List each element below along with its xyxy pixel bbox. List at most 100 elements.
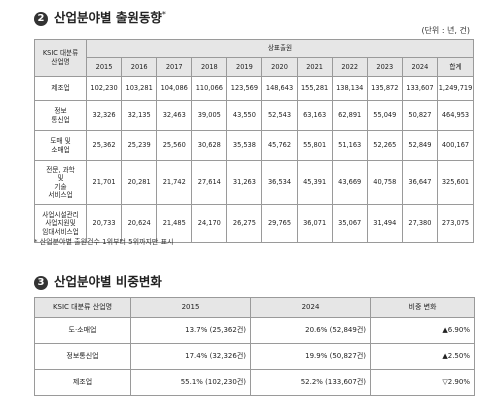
table-row: 도·소매업 13.7% (25,362건) 20.6% (52,849건) ▲6.90… [34, 317, 475, 344]
share-value-cell: 55.1% (102,230건) [130, 369, 251, 396]
value-cell: 135,872 [366, 76, 403, 101]
value-cell: 39,005 [191, 100, 228, 131]
section-2-title: 3 산업분야별 비중변화 [34, 271, 162, 290]
value-cell: 43,550 [226, 100, 263, 131]
value-cell: 30,628 [191, 130, 228, 161]
application-trend-table: KSIC 대분류 산업명 상표출원 2015 2016 2017 2018 2019 20… [34, 39, 474, 243]
industry-name-line: 소매업 [51, 145, 70, 154]
table-row: 도매 및 소매업 25,362 25,239 25,560 30,628 35,538 45,… [34, 130, 474, 161]
share-change-cell: ▲2.50% [370, 343, 475, 370]
industry-name-cell: 전문, 과학 및 기술 서비스업 [34, 160, 87, 205]
value-cell: 52,543 [261, 100, 298, 131]
industry-name-cell: 도매 및 소매업 [34, 130, 87, 161]
industry-name-line: 통신업 [51, 115, 70, 124]
value-cell: 25,239 [121, 130, 158, 161]
year-header: 2021 [296, 57, 333, 77]
value-cell: 24,170 [191, 204, 228, 243]
value-cell: 103,281 [121, 76, 158, 101]
industry-name-line: 사업시설관리 [42, 210, 79, 219]
value-cell: 63,163 [296, 100, 333, 131]
value-cell: 27,380 [401, 204, 439, 243]
value-cell: 25,362 [85, 130, 123, 161]
value-cell: 25,560 [156, 130, 193, 161]
total-cell: 325,601 [437, 160, 474, 205]
value-cell: 40,758 [366, 160, 403, 205]
industry-name-cell: 제조업 [34, 76, 87, 101]
industry-name-line: 정보 [54, 107, 67, 115]
total-cell: 464,953 [437, 100, 474, 131]
value-cell: 62,891 [331, 100, 368, 131]
corner-header-line1: KSIC 대분류 [42, 49, 79, 57]
value-cell: 133,607 [401, 76, 439, 101]
section-1-title-text: 산업분야별 출원동향 [54, 10, 162, 25]
table-row: 제조업 55.1% (102,230건) 52.2% (133,607건) ▽2.90… [34, 369, 475, 396]
section-2-number: 3 [34, 276, 48, 290]
value-cell: 27,614 [191, 160, 228, 205]
share-value-cell: 19.9% (50,827건) [250, 343, 371, 370]
section-1-number: 2 [34, 12, 48, 26]
corner-header: KSIC 대분류 산업명 [34, 39, 87, 77]
table-row: 정보통신업 17.4% (32,326건) 19.9% (50,827건) ▲2.50… [34, 343, 475, 370]
year-header: 2023 [366, 57, 403, 77]
value-cell: 52,849 [401, 130, 439, 161]
value-cell: 45,762 [261, 130, 298, 161]
value-cell: 123,569 [226, 76, 263, 101]
industry-name-cell: 정보통신업 [34, 343, 131, 370]
section-2-title-text: 산업분야별 비중변화 [54, 274, 162, 289]
share-value-cell: 20.6% (52,849건) [250, 317, 371, 344]
value-cell: 36,647 [401, 160, 439, 205]
total-cell: 273,075 [437, 204, 474, 243]
value-cell: 52,265 [366, 130, 403, 161]
value-cell: 102,230 [85, 76, 123, 101]
industry-name-cell: 사업시설관리 사업지원및 임대서비스업 [34, 204, 87, 243]
industry-name-line: 서비스업 [48, 191, 73, 199]
industry-name-line: 및 [57, 174, 64, 182]
value-cell: 110,066 [191, 76, 228, 101]
industry-name-line: 도매 및 [50, 137, 71, 145]
total-cell: 400,167 [437, 130, 474, 161]
value-cell: 45,391 [296, 160, 333, 205]
year-header: 2017 [156, 57, 193, 77]
value-cell: 20,733 [85, 204, 123, 243]
value-cell: 21,701 [85, 160, 123, 205]
value-cell: 20,624 [121, 204, 158, 243]
total-header: 합계 [437, 57, 474, 77]
section-1-title: 2 산업분야별 출원동향* [34, 7, 166, 26]
value-cell: 36,071 [296, 204, 333, 243]
value-cell: 36,534 [261, 160, 298, 205]
value-cell: 29,765 [261, 204, 298, 243]
value-cell: 32,463 [156, 100, 193, 131]
share-value-cell: 52.2% (133,607건) [250, 369, 371, 396]
share-header: 비중 변화 [370, 297, 475, 318]
value-cell: 148,643 [261, 76, 298, 101]
value-cell: 21,742 [156, 160, 193, 205]
value-cell: 21,485 [156, 204, 193, 243]
value-cell: 51,163 [331, 130, 368, 161]
value-cell: 32,135 [121, 100, 158, 131]
industry-name-line: 전문, 과학 [46, 165, 75, 174]
total-cell: 1,249,719 [437, 76, 474, 101]
share-header: 2015 [130, 297, 251, 318]
industry-name-line: 기술 [54, 182, 67, 191]
footnote: * 산업분야별 출원건수 1위부터 5위까지만 표시 [34, 238, 174, 246]
value-cell: 32,326 [85, 100, 123, 131]
share-value-cell: 17.4% (32,326건) [130, 343, 251, 370]
share-change-cell: ▽2.90% [370, 369, 475, 396]
year-header: 2024 [401, 57, 439, 77]
value-cell: 35,538 [226, 130, 263, 161]
share-change-cell: ▲6.90% [370, 317, 475, 344]
section-1-title-mark: * [161, 9, 166, 19]
table-row: 사업시설관리 사업지원및 임대서비스업 20,733 20,624 21,485 24,17… [34, 204, 474, 243]
share-header: 2024 [250, 297, 371, 318]
value-cell: 155,281 [296, 76, 333, 101]
value-cell: 50,827 [401, 100, 439, 131]
share-change-table: KSIC 대분류 산업명 2015 2024 비중 변화 도·소매업 13.7% (25… [34, 297, 475, 396]
year-header: 2020 [261, 57, 298, 77]
industry-name-cell: 제조업 [34, 369, 131, 396]
unit-label: (단위 : 년, 건) [421, 26, 470, 35]
value-cell: 35,067 [331, 204, 368, 243]
value-cell: 26,275 [226, 204, 263, 243]
value-cell: 31,263 [226, 160, 263, 205]
year-header: 2019 [226, 57, 263, 77]
